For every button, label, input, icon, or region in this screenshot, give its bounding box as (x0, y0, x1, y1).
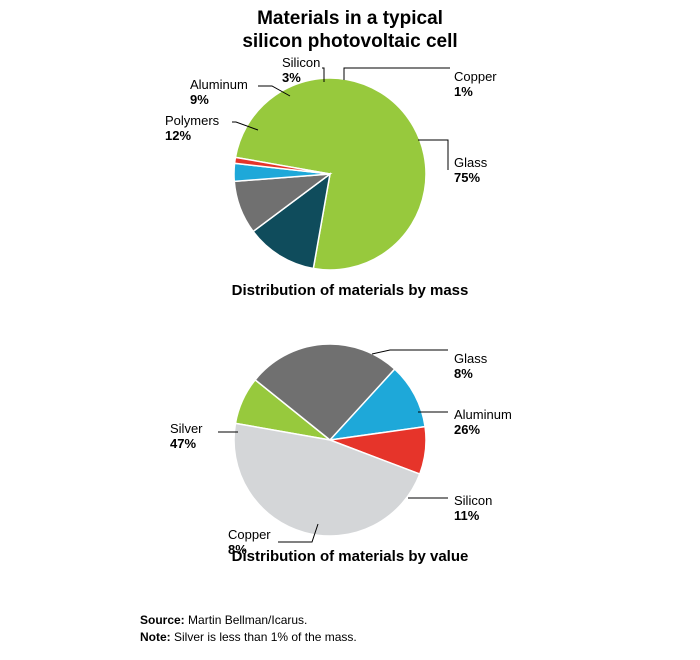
note-text: Silver is less than 1% of the mass. (171, 630, 357, 644)
slice-label-name: Copper (228, 528, 271, 543)
slice-label-silver: Silver47% (170, 422, 203, 452)
slice-label-name: Silicon (454, 494, 492, 509)
leader-line (372, 350, 448, 354)
slice-label-name: Glass (454, 352, 487, 367)
slice-label-aluminum: Aluminum26% (454, 408, 512, 438)
slice-label-pct: 8% (454, 367, 487, 382)
source-line: Source: Martin Bellman/Icarus. (140, 612, 357, 629)
chart-container: Materials in a typical silicon photovolt… (0, 0, 700, 660)
slice-label-pct: 26% (454, 423, 512, 438)
slice-label-silicon: Silicon11% (454, 494, 492, 524)
subtitle-value: Distribution of materials by value (0, 548, 700, 565)
footer: Source: Martin Bellman/Icarus. Note: Sil… (140, 612, 357, 646)
slice-label-pct: 11% (454, 509, 492, 524)
note-label: Note: (140, 630, 171, 644)
note-line: Note: Silver is less than 1% of the mass… (140, 629, 357, 646)
slice-label-name: Silver (170, 422, 203, 437)
slice-label-name: Aluminum (454, 408, 512, 423)
source-label: Source: (140, 613, 185, 627)
source-text: Martin Bellman/Icarus. (185, 613, 308, 627)
slice-label-pct: 47% (170, 437, 203, 452)
slice-label-glass: Glass8% (454, 352, 487, 382)
